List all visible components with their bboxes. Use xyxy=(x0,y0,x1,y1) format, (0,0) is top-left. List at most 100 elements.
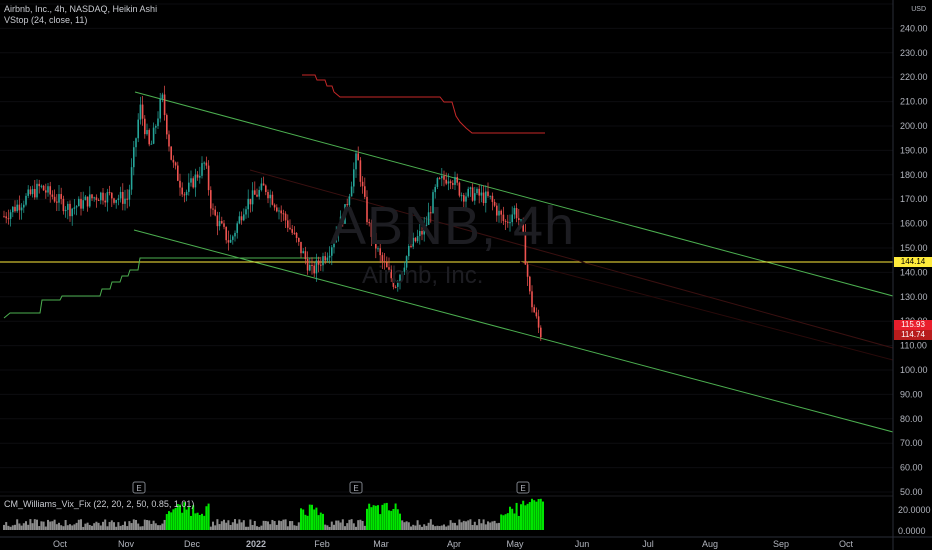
vix-bar xyxy=(438,526,441,530)
grid-lines xyxy=(0,3,893,493)
vix-bar xyxy=(176,504,179,530)
candle-body xyxy=(485,191,487,204)
vstop-indicator-label[interactable]: VStop (24, close, 11) xyxy=(4,15,88,25)
channel-upper-line[interactable] xyxy=(134,91,894,297)
candle-body xyxy=(106,192,109,203)
vix-bar xyxy=(511,508,514,530)
vix-bar xyxy=(509,506,511,530)
time-axis[interactable]: Oct Nov Dec 2022 Feb Mar Apr May Jun Jul… xyxy=(53,539,854,549)
vix-bar xyxy=(341,519,344,530)
candle-body xyxy=(489,195,491,197)
candle-body xyxy=(498,210,500,216)
price-axis-tick: 230.00 xyxy=(900,48,928,58)
chart-title[interactable]: Airbnb, Inc., 4h, NASDAQ, Heikin Ashi xyxy=(4,4,158,14)
vix-bar xyxy=(484,524,487,530)
candle-body xyxy=(478,188,480,196)
candle-body xyxy=(452,183,454,185)
time-axis-tick: May xyxy=(506,539,524,549)
earnings-marker[interactable] xyxy=(132,481,146,494)
price-tag-close[interactable]: 115.93 xyxy=(894,320,932,330)
vix-bar xyxy=(352,523,355,530)
earnings-marker[interactable] xyxy=(516,481,530,494)
candlesticks[interactable] xyxy=(3,85,542,341)
vix-bar xyxy=(117,522,120,530)
earnings-markers[interactable]: E E E xyxy=(132,481,530,494)
candle-body xyxy=(447,181,450,184)
vix-bar xyxy=(275,524,278,530)
vix-bar xyxy=(291,521,294,530)
vix-bar xyxy=(473,521,476,530)
vix-bar xyxy=(513,513,516,530)
candle-body xyxy=(58,194,60,203)
vix-bar xyxy=(476,525,478,530)
price-tag-level[interactable]: 144.14 xyxy=(894,257,932,267)
candle-body xyxy=(515,208,518,219)
vix-bar xyxy=(75,522,78,530)
candle-body xyxy=(302,251,304,254)
vix-bar xyxy=(161,523,164,530)
candle-body xyxy=(150,143,153,145)
candle-body xyxy=(64,209,67,212)
vix-histogram xyxy=(3,498,544,530)
candle-body xyxy=(346,204,348,206)
candle-body xyxy=(313,265,315,274)
candle-body xyxy=(7,218,10,220)
vix-bar xyxy=(62,526,65,530)
vix-bar xyxy=(385,502,388,530)
candle-body xyxy=(537,316,540,328)
projection-line xyxy=(519,261,894,361)
candle-body xyxy=(12,206,14,213)
vix-bar xyxy=(22,523,25,530)
vix-bar xyxy=(33,519,36,530)
vix-bar xyxy=(311,504,313,530)
vix-bar xyxy=(326,525,329,530)
vix-bar xyxy=(366,508,368,530)
candle-body xyxy=(282,213,285,215)
earnings-marker[interactable] xyxy=(349,481,363,494)
candle-body xyxy=(375,232,377,249)
vix-bar xyxy=(172,509,175,530)
candle-body xyxy=(317,260,320,265)
candle-body xyxy=(62,198,65,212)
vix-bar xyxy=(401,520,404,530)
candle-body xyxy=(236,223,238,233)
candle-body xyxy=(124,198,126,204)
channel-lower-line[interactable] xyxy=(133,229,894,433)
candle-body xyxy=(188,182,190,192)
vix-bar xyxy=(379,514,382,530)
candle-body xyxy=(335,234,337,243)
vix-bar xyxy=(451,522,454,530)
earnings-marker-label: E xyxy=(136,484,141,493)
candle-body xyxy=(276,207,278,212)
vix-bar xyxy=(531,498,533,530)
candle-body xyxy=(423,225,425,235)
candle-body xyxy=(309,264,311,271)
vix-bar xyxy=(289,521,291,530)
vix-bar xyxy=(297,522,300,530)
vix-indicator-label[interactable]: CM_Williams_Vix_Fix (22, 20, 2, 50, 0.85… xyxy=(4,499,195,509)
candle-body xyxy=(364,186,366,197)
vix-bar xyxy=(471,525,474,530)
vix-bar xyxy=(421,526,423,530)
vix-bar xyxy=(212,521,214,530)
candle-body xyxy=(491,195,494,202)
vix-bar xyxy=(38,526,41,530)
vix-bar xyxy=(344,526,346,530)
candle-body xyxy=(366,196,368,223)
vix-bar xyxy=(286,526,289,530)
candle-body xyxy=(108,192,111,194)
vix-bar xyxy=(3,524,5,530)
price-tag-last[interactable]: 114.74 xyxy=(894,330,932,340)
vix-bar xyxy=(139,526,142,530)
candle-body xyxy=(82,200,84,209)
vix-bar xyxy=(339,522,342,530)
price-axis[interactable]: 240.00 230.00 220.00 210.00 200.00 190.00 180.… xyxy=(900,23,928,497)
earnings-marker-label: E xyxy=(520,484,525,493)
price-axis-tick: 140.00 xyxy=(900,267,928,277)
vix-bar xyxy=(434,526,437,530)
candle-body xyxy=(463,195,465,202)
vix-bar xyxy=(135,519,137,530)
candle-body xyxy=(408,245,410,257)
candle-body xyxy=(42,185,45,191)
